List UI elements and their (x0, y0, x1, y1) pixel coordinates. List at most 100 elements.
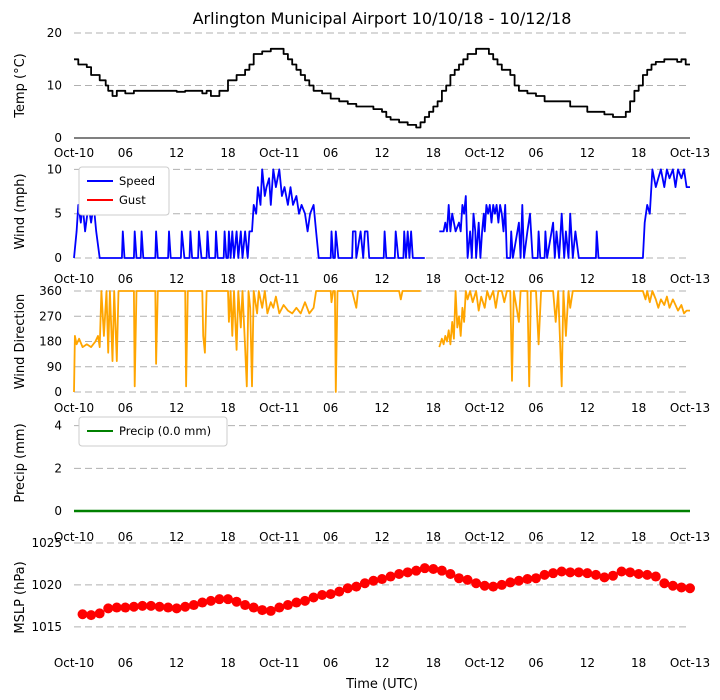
y-tick-label: 1020 (31, 578, 62, 592)
x-tick-label: 12 (580, 272, 595, 286)
y-tick-label: 4 (54, 419, 62, 433)
x-tick-label: 12 (169, 146, 184, 160)
x-tick-label: 06 (528, 401, 543, 415)
data-point (479, 580, 490, 591)
y-tick-label: 1025 (31, 536, 62, 550)
x-axis-label: Time (UTC) (345, 677, 418, 692)
legend: Precip (0.0 mm) (78, 416, 228, 447)
x-tick-label: 12 (374, 272, 389, 286)
data-point (180, 601, 191, 612)
data-point (248, 602, 259, 613)
x-tick-label: 06 (323, 656, 338, 670)
x-tick-label: 06 (118, 401, 133, 415)
panel-wind: 0 5 10 Wind (mph) Oct-10 06 12 18 Oct-11 06 12 18 Oc… (13, 162, 710, 286)
data-point (257, 605, 268, 616)
x-tick-label: Oct-12 (464, 272, 504, 286)
data-point (188, 600, 199, 611)
y-tick-label: 10 (47, 79, 62, 93)
x-tick-label: 12 (580, 146, 595, 160)
data-point (522, 574, 533, 585)
data-point (274, 602, 285, 613)
legend-label: Speed (119, 174, 155, 188)
data-point (317, 589, 328, 600)
data-point (608, 570, 618, 581)
x-tick-label: 12 (169, 530, 184, 544)
x-tick-label: 18 (220, 530, 235, 544)
x-tick-label: 06 (118, 656, 133, 670)
x-tick-label: 12 (580, 530, 595, 544)
data-point (676, 582, 687, 593)
data-point (685, 583, 695, 594)
x-tick-label: Oct-13 (670, 530, 710, 544)
x-tick-label: Oct-10 (54, 656, 94, 670)
y-tick-label: 2 (54, 461, 62, 475)
data-point (300, 595, 310, 606)
data-point (667, 580, 678, 591)
series-line-temp (74, 47, 690, 129)
data-point (573, 567, 584, 578)
x-tick-label: 18 (631, 401, 646, 415)
x-tick-label: 06 (118, 530, 133, 544)
y-tick-label: 1015 (31, 620, 62, 634)
data-point (351, 581, 362, 592)
x-tick-label: Oct-12 (464, 530, 504, 544)
y-tick-label: 360 (39, 284, 62, 298)
x-tick-label: 12 (374, 530, 389, 544)
y-axis-label: Temp (°C) (13, 53, 28, 119)
x-tick-label: 06 (323, 401, 338, 415)
data-point (548, 568, 559, 579)
data-point (368, 575, 379, 586)
data-point (488, 581, 499, 592)
x-tick-label: Oct-10 (54, 530, 94, 544)
data-point (642, 569, 653, 580)
data-point (436, 565, 447, 576)
data-point (291, 597, 302, 608)
x-tick-label: 18 (426, 530, 441, 544)
data-point (471, 578, 482, 589)
data-point (659, 578, 670, 589)
data-point (513, 575, 524, 586)
data-point (334, 586, 345, 597)
series-line-speed (73, 168, 690, 259)
data-point (146, 600, 156, 611)
data-point (565, 567, 576, 578)
x-tick-label: 18 (426, 146, 441, 160)
panel-precip: 0 2 4 Precip (mm) Oct-10 06 12 18 Oct-11 06 12 18 Oc… (13, 416, 710, 544)
x-tick-label: Oct-13 (670, 272, 710, 286)
data-point (505, 577, 516, 588)
data-point (359, 578, 370, 589)
data-point (556, 566, 567, 577)
data-point (454, 573, 464, 584)
y-tick-label: 90 (47, 360, 62, 374)
data-point (394, 569, 405, 580)
x-tick-label: Oct-12 (464, 401, 504, 415)
x-tick-label: 18 (426, 401, 441, 415)
data-point (625, 567, 636, 578)
x-tick-label: 18 (631, 146, 646, 160)
data-point (240, 600, 251, 611)
x-tick-label: 18 (220, 272, 235, 286)
x-tick-label: 12 (169, 656, 184, 670)
x-tick-label: Oct-11 (259, 656, 299, 670)
data-point (325, 589, 336, 600)
x-tick-label: 18 (220, 401, 235, 415)
panel-wdir: 0 90 180 270 360 Wind Direction Oct-10 06 12 18 Oc… (13, 284, 710, 415)
data-point (265, 605, 276, 616)
x-tick-label: 06 (118, 272, 133, 286)
data-point (214, 594, 225, 605)
y-tick-label: 10 (47, 162, 62, 176)
data-point (582, 568, 593, 579)
y-axis-label: Precip (mm) (13, 423, 28, 502)
data-point (308, 592, 319, 603)
x-tick-label: 06 (528, 656, 543, 670)
x-tick-label: 18 (426, 656, 441, 670)
data-point (154, 601, 165, 612)
x-tick-label: 18 (220, 146, 235, 160)
data-point (94, 608, 105, 619)
data-point (77, 609, 88, 620)
data-point (223, 594, 233, 605)
data-point (163, 602, 174, 613)
data-point (650, 571, 661, 582)
